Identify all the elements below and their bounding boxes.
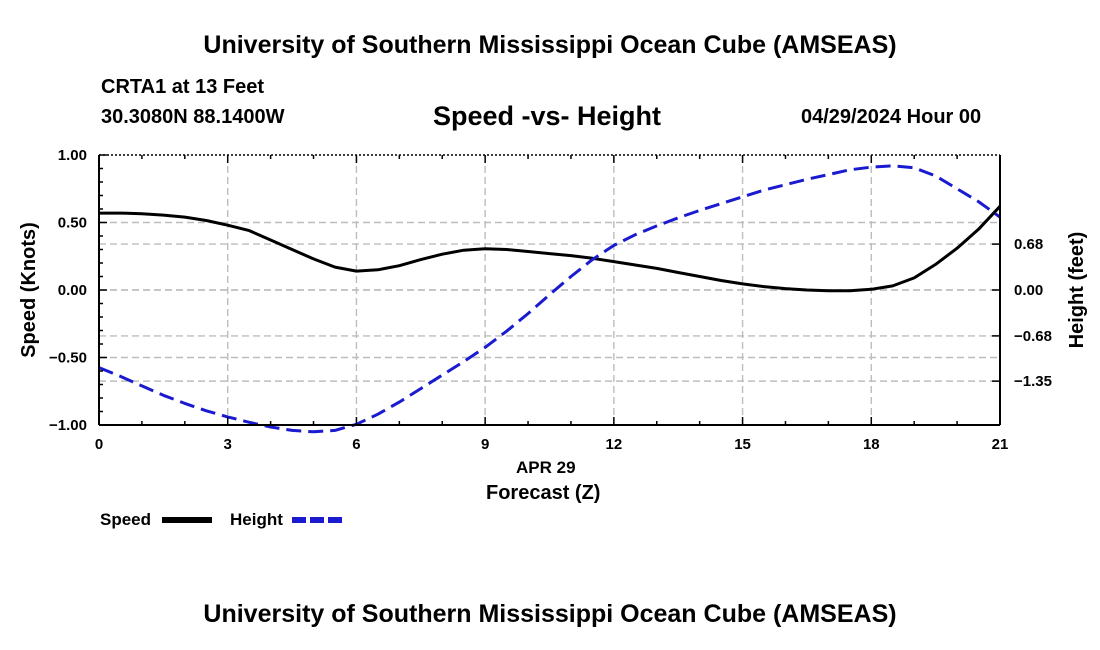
y-tick-label: 1.00 bbox=[58, 147, 87, 164]
page-title: University of Southern Mississippi Ocean… bbox=[203, 31, 897, 59]
y2-tick-label: −1.35 bbox=[1014, 373, 1052, 390]
legend-height-swatch bbox=[292, 517, 342, 523]
y-tick-label: 0.50 bbox=[58, 215, 87, 232]
tick-marks bbox=[98, 154, 1001, 426]
legend-speed-label: Speed bbox=[100, 510, 152, 529]
height-line bbox=[98, 164, 1001, 434]
y2-axis-label: Height (feet) bbox=[1066, 232, 1088, 349]
footer-title: University of Southern Mississippi Ocean… bbox=[203, 600, 897, 628]
x-axis-sublabel: APR 29 bbox=[516, 458, 576, 477]
speed-line bbox=[99, 205, 1002, 293]
y2-tick-label: −0.68 bbox=[1014, 328, 1052, 345]
x-tick-label: 6 bbox=[352, 436, 360, 453]
y-axis-label: Speed (Knots) bbox=[18, 222, 40, 358]
x-axis-label: Forecast (Z) bbox=[486, 482, 601, 504]
legend-speed-swatch bbox=[162, 517, 212, 523]
y2-tick-label: 0.00 bbox=[1014, 282, 1043, 299]
station-coords: 30.3080N 88.1400W bbox=[101, 106, 285, 128]
chart-title: Speed -vs- Height bbox=[433, 101, 662, 131]
y2-tick-label: 0.68 bbox=[1014, 236, 1043, 253]
x-tick-label: 12 bbox=[606, 436, 623, 453]
series-lines bbox=[98, 164, 1002, 434]
tick-labels: 0 3 6 9 12 15 18 21 −1.00 −0.50 0.00 0.50 1.00 −1.35 −… bbox=[18, 147, 1088, 453]
x-tick-label: 9 bbox=[481, 436, 489, 453]
x-tick-label: 15 bbox=[734, 436, 751, 453]
forecast-date: 04/29/2024 Hour 00 bbox=[801, 106, 982, 128]
station-label: CRTA1 at 13 Feet bbox=[101, 76, 265, 98]
x-tick-label: 0 bbox=[95, 436, 103, 453]
y-tick-label: −1.00 bbox=[49, 417, 87, 434]
legend-height-label: Height bbox=[230, 510, 283, 529]
x-tick-label: 21 bbox=[992, 436, 1009, 453]
y-tick-label: 0.00 bbox=[58, 282, 87, 299]
x-tick-label: 18 bbox=[863, 436, 880, 453]
x-tick-label: 3 bbox=[224, 436, 232, 453]
y-tick-label: −0.50 bbox=[49, 350, 87, 367]
